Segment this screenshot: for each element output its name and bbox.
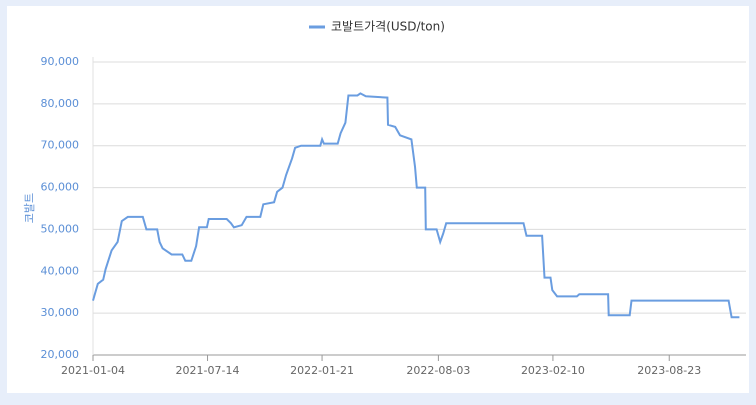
x-tick-label: 2023-02-10	[521, 364, 585, 377]
y-tick-label: 90,000	[41, 55, 80, 68]
y-tick-label: 60,000	[41, 181, 80, 194]
x-tick-label: 2022-01-21	[290, 364, 354, 377]
legend-label: 코발트가격(USD/ton)	[331, 20, 445, 34]
y-tick-label: 20,000	[41, 348, 80, 361]
y-tick-label: 80,000	[41, 97, 80, 110]
y-tick-label: 70,000	[41, 139, 80, 152]
panel	[7, 6, 749, 393]
y-tick-label: 30,000	[41, 306, 80, 319]
y-axis-title: 코발트	[23, 193, 36, 223]
x-tick-label: 2021-07-14	[176, 364, 240, 377]
y-tick-label: 40,000	[41, 264, 80, 277]
x-tick-label: 2023-08-23	[637, 364, 701, 377]
y-tick-label: 50,000	[41, 222, 80, 235]
x-tick-label: 2021-01-04	[61, 364, 125, 377]
series-line	[92, 92, 740, 319]
x-tick-label: 2022-08-03	[406, 364, 470, 377]
